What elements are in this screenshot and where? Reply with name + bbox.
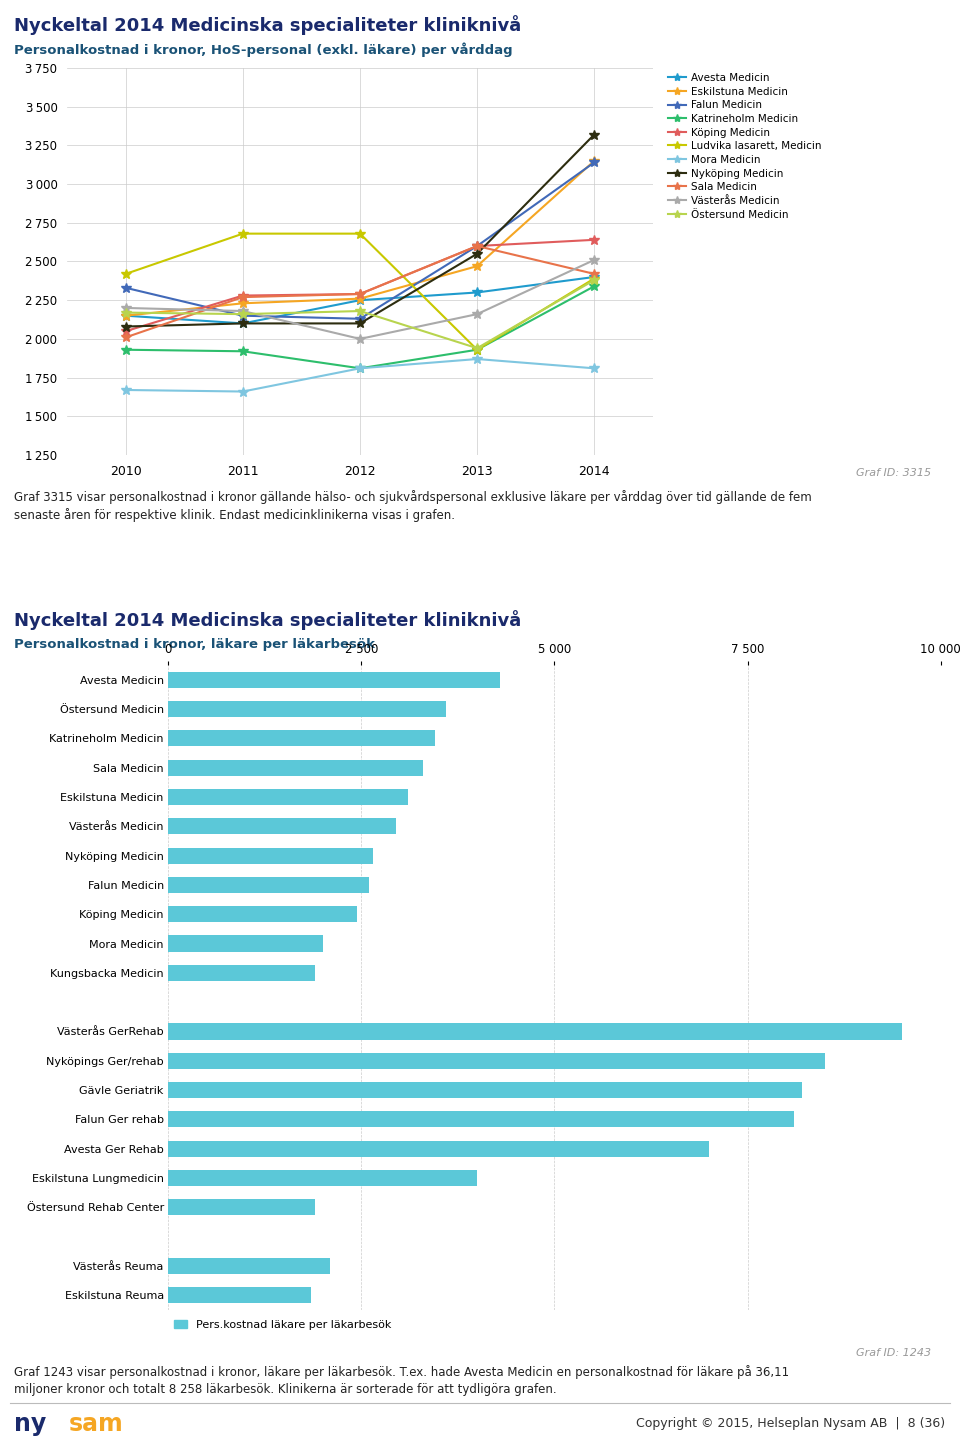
Bar: [168, 1258, 330, 1274]
Bar: [168, 1082, 802, 1098]
Text: Personalkostnad i kronor, HoS-personal (exkl. läkare) per vårddag: Personalkostnad i kronor, HoS-personal (…: [14, 42, 513, 56]
Bar: [168, 1199, 315, 1215]
Text: Graf ID: 3315: Graf ID: 3315: [856, 467, 931, 477]
Bar: [168, 672, 500, 687]
Text: Graf 1243 visar personalkostnad i kronor, läkare per läkarbesök. T.ex. hade Aves: Graf 1243 visar personalkostnad i kronor…: [14, 1365, 789, 1396]
Bar: [168, 818, 396, 834]
Bar: [168, 759, 423, 775]
Bar: [168, 847, 372, 863]
Bar: [168, 788, 408, 806]
Bar: [168, 965, 315, 981]
Bar: [168, 1053, 825, 1069]
Bar: [168, 1023, 902, 1039]
Text: Personalkostnad i kronor, läkare per läkarbesök: Personalkostnad i kronor, läkare per läk…: [14, 638, 375, 651]
Bar: [168, 1141, 708, 1157]
Text: Copyright © 2015, Helseplan Nysam AB  |  8 (36): Copyright © 2015, Helseplan Nysam AB | 8…: [636, 1418, 946, 1431]
Bar: [168, 935, 323, 951]
Bar: [168, 731, 435, 746]
Bar: [168, 906, 357, 922]
Text: sam: sam: [69, 1412, 124, 1435]
Text: Nyckeltal 2014 Medicinska specialiteter kliniknivå: Nyckeltal 2014 Medicinska specialiteter …: [14, 14, 521, 35]
Bar: [168, 1287, 311, 1304]
Bar: [168, 1111, 794, 1127]
Text: Nyckeltal 2014 Medicinska specialiteter kliniknivå: Nyckeltal 2014 Medicinska specialiteter …: [14, 611, 521, 630]
Text: Graf 3315 visar personalkostnad i kronor gällande hälso- och sjukvårdspersonal e: Graf 3315 visar personalkostnad i kronor…: [14, 490, 812, 522]
Text: Graf ID: 1243: Graf ID: 1243: [856, 1347, 931, 1357]
Bar: [168, 700, 446, 718]
Bar: [168, 876, 369, 893]
Text: ny: ny: [14, 1412, 47, 1435]
Bar: [168, 1170, 477, 1186]
Legend: Pers.kostnad läkare per läkarbesök: Pers.kostnad läkare per läkarbesök: [174, 1320, 391, 1330]
Legend: Avesta Medicin, Eskilstuna Medicin, Falun Medicin, Katrineholm Medicin, Köping M: Avesta Medicin, Eskilstuna Medicin, Falu…: [667, 73, 821, 219]
